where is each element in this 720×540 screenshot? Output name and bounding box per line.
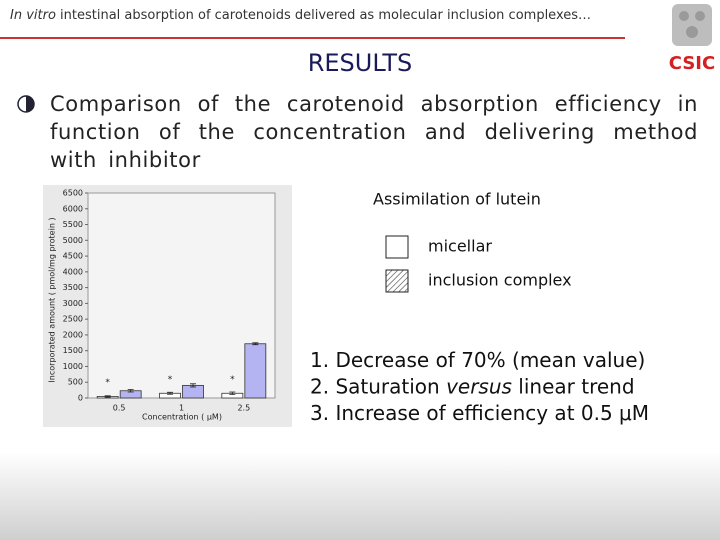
legend-swatch	[385, 269, 409, 293]
x-tick-label: 2.5	[237, 404, 250, 413]
heading: RESULTS	[308, 49, 413, 77]
bullet-icon	[17, 95, 35, 113]
finding-part: 2. Saturation	[310, 374, 446, 398]
finding-part: 1. Decrease of 70% (mean value)	[310, 348, 645, 372]
legend-swatch	[385, 235, 409, 259]
error-bar	[167, 391, 173, 395]
error-bar	[229, 391, 236, 395]
error-bar	[190, 383, 196, 388]
header-text: intestinal absorption of carotenoids del…	[60, 8, 592, 23]
finding: 2. Saturation versus linear trend	[310, 374, 635, 398]
y-axis-label: Incorporated amount ( pmol/mg protein )	[48, 217, 57, 382]
annotation: *	[105, 378, 110, 388]
annotation: *	[230, 375, 235, 385]
x-tick-label: 0.5	[113, 404, 126, 413]
y-tick-label: 4000	[63, 267, 83, 276]
y-tick-label: 1500	[63, 346, 83, 355]
header-title: In vitro intestinal absorption of carote…	[10, 8, 591, 23]
x-axis-label: Concentration ( μM)	[142, 413, 222, 422]
error-bar	[127, 389, 134, 393]
y-tick-label: 2500	[63, 315, 83, 324]
finding-part: linear trend	[512, 374, 635, 398]
y-tick-label: 5000	[63, 236, 83, 245]
y-tick-label: 500	[68, 378, 83, 387]
error-bar	[104, 395, 111, 398]
y-tick-label: 2000	[63, 330, 83, 339]
y-tick-label: 5500	[63, 220, 83, 229]
y-tick-label: 3500	[63, 283, 83, 292]
finding-part: 3. Increase of efficiency at 0.5 μM	[310, 401, 649, 425]
y-tick-label: 6000	[63, 204, 83, 213]
logo-text: CSIC	[669, 53, 715, 74]
plot-area	[87, 192, 276, 399]
logo-emblem	[672, 4, 712, 46]
chart-title: Assimilation of lutein	[373, 190, 541, 209]
y-tick-label: 3000	[63, 299, 83, 308]
header-italic: In vitro	[10, 8, 56, 23]
footer-band	[0, 452, 720, 540]
legend-label: inclusion complex	[428, 271, 572, 290]
y-tick-label: 0	[78, 394, 83, 403]
legend-label: micellar	[428, 237, 492, 256]
bar	[244, 343, 267, 399]
bullet-text: Comparison of the carotenoid absorption …	[50, 92, 698, 172]
error-bar	[252, 342, 259, 346]
finding: 1. Decrease of 70% (mean value)	[310, 348, 645, 372]
y-tick-label: 6500	[63, 189, 83, 198]
x-tick-label: 1	[179, 404, 184, 413]
finding-part: versus	[446, 374, 512, 398]
y-tick-label: 4500	[63, 252, 83, 261]
finding: 3. Increase of efficiency at 0.5 μM	[310, 401, 649, 425]
annotation: *	[168, 375, 173, 385]
y-tick-label: 1000	[63, 362, 83, 371]
